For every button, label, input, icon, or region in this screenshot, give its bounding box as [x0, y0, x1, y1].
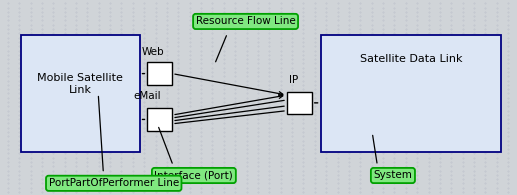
Text: System: System: [373, 170, 413, 181]
Text: IP: IP: [289, 75, 298, 85]
Text: Interface (Port): Interface (Port): [155, 170, 233, 181]
Bar: [287, 92, 312, 114]
Text: eMail: eMail: [133, 91, 161, 101]
Text: Resource Flow Line: Resource Flow Line: [196, 16, 295, 27]
Text: Satellite Data Link: Satellite Data Link: [360, 53, 462, 64]
Bar: [321, 35, 501, 152]
Text: PortPartOfPerformer Line: PortPartOfPerformer Line: [49, 178, 179, 188]
Bar: [21, 35, 140, 152]
Text: Web: Web: [141, 47, 164, 57]
Bar: [147, 108, 172, 131]
Bar: [147, 62, 172, 85]
Text: Mobile Satellite
Link: Mobile Satellite Link: [37, 73, 123, 95]
